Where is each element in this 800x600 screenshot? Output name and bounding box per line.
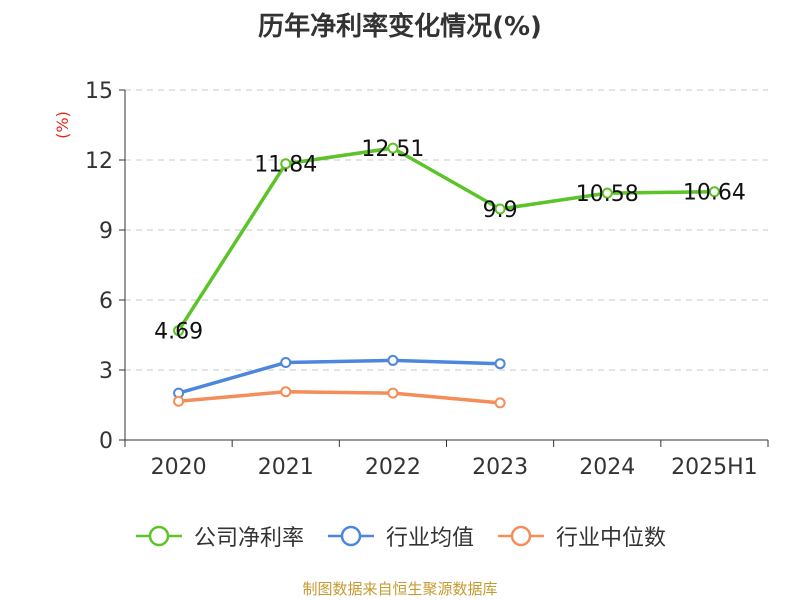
y-axis-label: (%): [53, 111, 72, 139]
data-label: 10.64: [683, 181, 746, 206]
data-label: 4.69: [154, 320, 203, 345]
data-label: 9.9: [483, 198, 518, 223]
data-point: [173, 325, 185, 337]
data-label: 10.58: [576, 182, 639, 207]
legend-item: 行业均值: [326, 520, 474, 552]
legend-marker: [498, 525, 544, 547]
y-axis: 0 3 6 9 12 15 (%): [53, 79, 126, 454]
data-point: [387, 142, 399, 154]
source-note: 制图数据来自恒生聚源数据库: [302, 580, 498, 598]
grid-lines: [125, 89, 768, 371]
y-tick-label: 9: [99, 219, 113, 244]
data-label: 12.51: [361, 137, 424, 162]
data-point: [387, 387, 399, 399]
legend-marker: [327, 525, 374, 547]
data-labels: 4.69 11.84 12.51 9.9 10.58 10.64: [154, 137, 746, 344]
x-tick-label: 2025H1: [671, 455, 758, 480]
data-point: [280, 386, 292, 398]
data-point: [708, 186, 720, 198]
x-tick-label: 2022: [365, 455, 421, 480]
series-layer: [173, 142, 720, 409]
legend-marker: [135, 525, 182, 547]
legend-item: 公司净利率: [134, 520, 304, 552]
series-line: [177, 146, 715, 332]
x-tick-label: 2024: [579, 455, 635, 480]
data-label: 11.84: [254, 153, 317, 178]
data-point: [280, 357, 292, 369]
legend: 公司净利率 行业均值 行业中位数: [0, 520, 800, 552]
y-tick-label: 15: [85, 79, 113, 104]
chart-title: 历年净利率变化情况(%): [258, 12, 542, 42]
data-point: [494, 358, 506, 370]
legend-label: 公司净利率: [193, 526, 304, 551]
x-tick-label: 2023: [472, 455, 528, 480]
data-point: [280, 158, 292, 170]
legend-label: 行业均值: [385, 526, 474, 551]
x-tick-label: 2020: [151, 455, 207, 480]
data-point: [601, 187, 613, 199]
y-tick-label: 0: [99, 429, 113, 454]
y-tick-label: 6: [99, 289, 113, 314]
data-point: [387, 354, 399, 366]
legend-item: 行业中位数: [496, 520, 666, 552]
legend-label: 行业中位数: [556, 526, 667, 551]
data-point: [173, 395, 185, 407]
y-tick-label: 3: [99, 359, 113, 384]
data-point: [494, 397, 506, 409]
x-tick-label: 2021: [258, 455, 314, 480]
x-axis: 2020 2021 2022 2023 2024 2025H1: [124, 439, 769, 480]
data-point: [494, 203, 506, 215]
series-line: [178, 358, 501, 395]
y-tick-label: 12: [85, 149, 113, 174]
series-line: [178, 389, 501, 405]
